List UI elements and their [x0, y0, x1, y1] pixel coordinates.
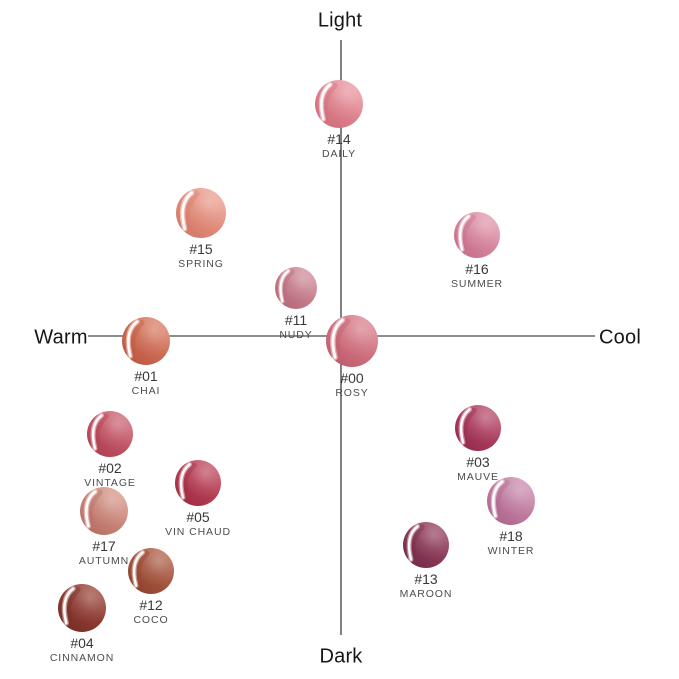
swatch-01 [122, 317, 170, 365]
swatch-15 [176, 188, 226, 238]
swatch-03 [455, 405, 501, 451]
axis-label-cool: Cool [599, 326, 641, 349]
swatch-16 [454, 212, 500, 258]
swatch-02 [87, 411, 133, 457]
swatch-04 [58, 584, 106, 632]
swatch-17 [80, 487, 128, 535]
swatch-13 [403, 522, 449, 568]
swatch-14 [315, 80, 363, 128]
swatch-05 [175, 460, 221, 506]
axis-label-warm: Warm [34, 326, 88, 349]
swatch-00 [326, 315, 378, 367]
swatch-12 [128, 548, 174, 594]
swatch-11 [275, 267, 317, 309]
swatch-layer [58, 80, 535, 632]
axis-label-dark: Dark [319, 645, 363, 668]
axis-label-light: Light [317, 9, 363, 32]
swatch-18 [487, 477, 535, 525]
